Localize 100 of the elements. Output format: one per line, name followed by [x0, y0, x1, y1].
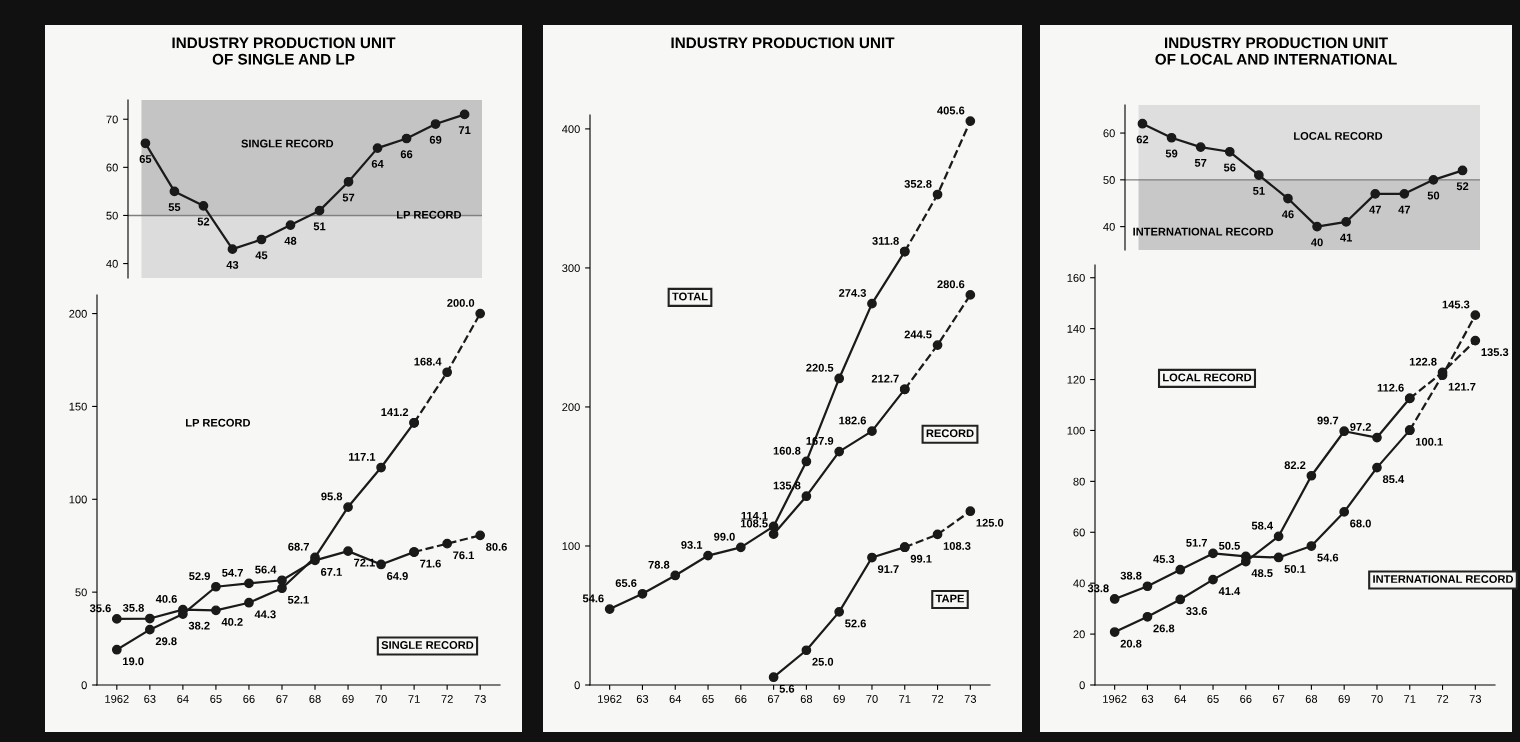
data-label: 145.3	[1442, 300, 1470, 309]
data-label: 352.8	[904, 179, 932, 188]
y-tick-label: 100	[69, 495, 87, 504]
y-tick-label: 20	[1073, 630, 1085, 639]
data-label: 44.3	[254, 610, 276, 619]
x-tick-label: 71	[899, 695, 911, 703]
data-label: 51	[1253, 187, 1265, 195]
x-tick-label: 68	[309, 695, 321, 703]
x-tick-label: 72	[931, 695, 944, 703]
data-label: 45.3	[1153, 555, 1175, 563]
data-label: 48	[284, 236, 297, 245]
y-tick-label: 150	[69, 402, 87, 411]
y-tick-label: 200	[69, 309, 87, 318]
data-label: 97.2	[1350, 422, 1371, 431]
data-label: 69	[429, 135, 442, 144]
data-label: 82.2	[1284, 461, 1306, 470]
x-tick-label: 1962	[105, 695, 129, 703]
data-label: 50.1	[1284, 565, 1306, 573]
x-tick-label: 70	[866, 695, 878, 703]
data-label: 47	[1369, 205, 1381, 214]
x-tick-label: 1962	[1103, 695, 1127, 703]
data-label: 51	[313, 222, 326, 231]
data-label: 52.1	[287, 595, 309, 604]
data-label: 168.4	[414, 357, 442, 366]
data-label: 52.6	[845, 619, 866, 628]
data-label: 108.3	[943, 542, 971, 550]
x-tick-label: 73	[1469, 695, 1482, 703]
y-tick-label: 80	[1073, 477, 1085, 486]
data-label: 46	[1281, 210, 1294, 219]
x-tick-label: 72	[1436, 695, 1449, 703]
data-label: 85.4	[1382, 475, 1405, 484]
data-label: 125.0	[976, 518, 1004, 527]
data-label: 108.5	[740, 519, 768, 528]
annotation: TAPE	[935, 594, 964, 603]
data-label: 141.2	[381, 408, 409, 416]
data-label: 80.6	[486, 542, 507, 551]
data-label: 274.3	[838, 289, 867, 297]
y-tick-label: 140	[1067, 324, 1085, 333]
y-tick-label: 40	[1103, 222, 1115, 231]
data-label: 117.1	[349, 453, 376, 461]
data-label: 95.8	[321, 492, 343, 501]
data-label: 65.6	[615, 579, 637, 588]
x-tick-label: 69	[1338, 695, 1350, 703]
annotation: LP RECORD	[186, 418, 251, 427]
data-label: 114.1	[741, 511, 768, 520]
x-tick-label: 64	[1174, 695, 1187, 703]
y-tick-label: 0	[81, 681, 87, 690]
x-tick-label: 67	[767, 695, 780, 703]
y-tick-label: 0	[1079, 681, 1085, 690]
x-tick-label: 67	[276, 695, 288, 703]
x-tick-label: 66	[243, 695, 255, 703]
y-tick-label: 0	[574, 681, 580, 690]
data-label: 43	[226, 260, 239, 269]
y-tick-label: 200	[562, 403, 580, 412]
data-label: 405.6	[937, 106, 965, 115]
data-label: 311.8	[872, 236, 899, 245]
data-label: 99.7	[1317, 416, 1339, 425]
x-tick-label: 73	[964, 695, 977, 703]
y-tick-label: 40	[1073, 579, 1085, 588]
data-label: 54.7	[222, 568, 243, 577]
data-label: 78.8	[648, 560, 670, 569]
x-tick-label: 72	[441, 695, 453, 703]
x-tick-label: 66	[735, 695, 747, 703]
x-tick-label: 69	[342, 695, 354, 703]
data-label: 57	[342, 193, 355, 202]
data-label: 40.2	[221, 617, 243, 626]
data-label: 52.9	[189, 572, 210, 581]
y-tick-label: 60	[1073, 528, 1085, 537]
x-tick-label: 69	[833, 695, 845, 703]
x-tick-label: 65	[1207, 695, 1219, 703]
data-label: 33.6	[1186, 607, 1208, 615]
x-tick-label: 70	[375, 695, 387, 703]
data-label: 160.8	[773, 446, 801, 455]
x-tick-label: 68	[1305, 695, 1318, 703]
data-label: 122.8	[1409, 357, 1437, 366]
data-label: 52	[197, 217, 210, 226]
data-label: 244.5	[904, 330, 932, 339]
chart-title: INDUSTRY PRODUCTION UNIT OF SINGLE AND LP	[172, 37, 396, 65]
y-tick-label: 300	[562, 264, 580, 273]
y-tick-label: 70	[106, 115, 118, 124]
x-tick-label: 64	[669, 695, 682, 703]
data-label: 72.1	[354, 558, 375, 567]
annotation: INTERNATIONAL RECORD	[1373, 575, 1514, 583]
data-label: 57	[1194, 158, 1207, 167]
y-tick-label: 100	[1067, 426, 1085, 435]
data-label: 19.0	[123, 657, 144, 666]
data-label: 99.1	[910, 554, 932, 563]
x-tick-label: 73	[474, 695, 486, 703]
annotation: TOTAL	[672, 292, 708, 301]
y-tick-label: 400	[562, 125, 580, 134]
data-label: 41.4	[1218, 587, 1241, 595]
data-label: 112.6	[1377, 383, 1404, 392]
y-tick-label: 60	[1103, 129, 1115, 138]
data-label: 55	[168, 203, 181, 212]
data-label: 220.5	[806, 363, 834, 372]
chart-title: INDUSTRY PRODUCTION UNIT	[671, 37, 895, 49]
band-label: LP RECORD	[397, 210, 462, 219]
data-label: 67.1	[320, 568, 342, 576]
data-label: 71.6	[420, 559, 441, 568]
data-label: 100.1	[1416, 437, 1443, 446]
